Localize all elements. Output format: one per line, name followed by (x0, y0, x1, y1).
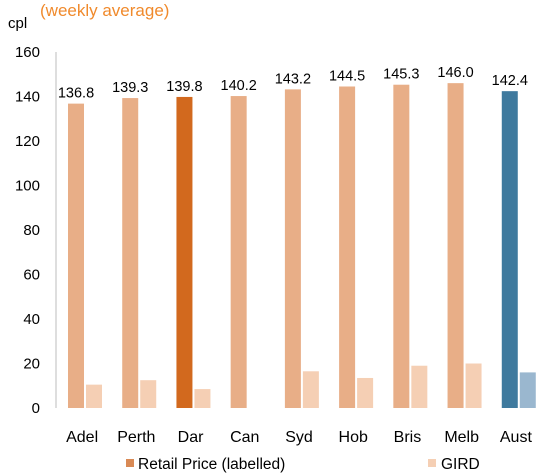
y-tick-120: 120 (15, 133, 40, 150)
legend-swatch-retail-price (126, 459, 134, 467)
y-tick-0: 0 (32, 400, 40, 417)
data-label-perth: 139.3 (112, 80, 148, 96)
category-label-can: Can (230, 429, 259, 446)
bar-retail-dar (176, 96, 193, 408)
category-label-hob: Hob (339, 429, 368, 446)
y-tick-60: 60 (23, 267, 40, 284)
bar-gird-dar (194, 389, 211, 408)
legend-label-gird: GIRD (441, 456, 480, 473)
bar-gird-hob (357, 377, 374, 408)
category-label-bris: Bris (394, 429, 422, 446)
data-label-can: 140.2 (221, 78, 257, 94)
category-label-perth: Perth (117, 429, 155, 446)
bar-gird-melb (465, 363, 482, 408)
category-label-dar: Dar (178, 429, 204, 446)
legend: Retail Price (labelled) GIRD (126, 456, 480, 473)
legend-swatch-gird (428, 459, 436, 467)
bar-gird-aust (519, 372, 536, 408)
y-unit-label: cpl (8, 15, 27, 32)
category-label-syd: Syd (285, 429, 313, 446)
data-label-aust: 142.4 (492, 73, 528, 89)
bars-group (68, 83, 536, 409)
bar-retail-perth (122, 98, 139, 409)
category-label-adel: Adel (66, 429, 98, 446)
bar-retail-syd (284, 89, 301, 408)
data-label-bris: 145.3 (383, 67, 419, 83)
chart-title-fragment: (weekly average) (40, 1, 169, 20)
data-labels-group: 136.8 139.3 139.8 140.2 143.2 144.5 145.3 146.0… (58, 65, 528, 101)
category-label-aust: Aust (500, 429, 533, 446)
data-label-melb: 146.0 (437, 65, 473, 81)
y-tick-40: 40 (23, 311, 40, 328)
y-tick-140: 140 (15, 89, 40, 106)
bar-retail-can (230, 96, 247, 409)
bar-gird-adel (86, 384, 102, 408)
data-label-dar: 139.8 (166, 79, 202, 95)
bar-retail-bris (393, 84, 410, 409)
y-tick-80: 80 (23, 222, 40, 239)
bar-retail-adel (68, 103, 84, 409)
data-label-adel: 136.8 (58, 86, 94, 102)
bar-gird-perth (140, 380, 157, 408)
y-tick-160: 160 (15, 44, 40, 61)
category-label-melb: Melb (444, 429, 479, 446)
y-axis-ticks: 0 20 40 60 80 100 120 140 160 (15, 44, 40, 417)
bar-retail-melb (447, 83, 464, 409)
y-tick-100: 100 (15, 178, 40, 195)
legend-label-retail-price: Retail Price (labelled) (138, 456, 285, 473)
category-labels-group: Adel Perth Dar Can Syd Hob Bris Melb Aust (66, 429, 532, 446)
y-tick-20: 20 (23, 356, 40, 373)
bar-retail-aust (501, 91, 518, 408)
data-label-hob: 144.5 (329, 68, 365, 84)
data-label-syd: 143.2 (275, 71, 311, 87)
bar-gird-bris (411, 365, 428, 408)
bar-retail-hob (339, 86, 356, 409)
bar-gird-syd (302, 371, 319, 408)
